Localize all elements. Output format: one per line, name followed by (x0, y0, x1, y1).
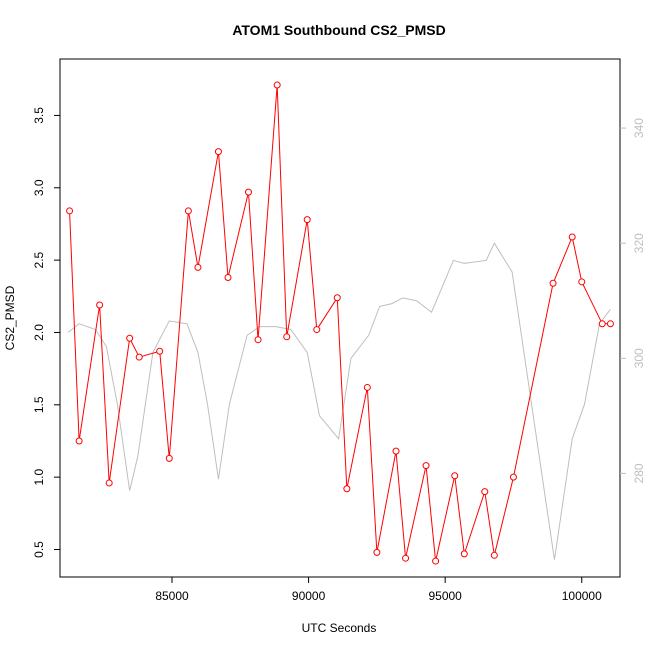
y-tick-label: 1.5 (32, 396, 46, 413)
y-tick-label: 2.5 (32, 251, 46, 268)
left-axis-series-point (549, 279, 557, 287)
left-axis-series-point (373, 548, 381, 556)
x-axis-label: UTC Seconds (302, 621, 377, 635)
left-axis-series-point (606, 320, 614, 328)
y2-tick-label: 320 (632, 233, 646, 253)
y-axis-label: CS2_PMSD (3, 285, 17, 350)
left-axis-series-point (578, 278, 586, 286)
left-axis-series-point (481, 488, 489, 496)
left-axis-series-point (75, 437, 83, 445)
left-axis-series-point (184, 207, 192, 215)
left-axis-series-point (135, 353, 143, 361)
left-axis-series-point (303, 216, 311, 224)
series-layer (66, 81, 614, 565)
left-axis-series-point (105, 479, 113, 487)
left-axis-series-point (254, 336, 262, 344)
left-axis-series-point (96, 301, 104, 309)
left-axis-series-point (333, 294, 341, 302)
left-axis-series-point (156, 347, 164, 355)
left-axis-series-point (313, 326, 321, 334)
x-tick-label: 100000 (562, 589, 602, 603)
left-axis-series-point (363, 383, 371, 391)
left-axis-series-point (224, 273, 232, 281)
y2-tick-label: 340 (632, 118, 646, 138)
y-tick-label: 3.0 (32, 179, 46, 196)
x-axis: 85000 90000 95000 100000 (155, 577, 602, 603)
right-axis-series-line (67, 242, 611, 560)
left-axis-series-point (451, 472, 459, 480)
y-axis-right: 280 300 320 340 (620, 118, 646, 483)
left-axis-series-point (598, 320, 606, 328)
left-axis-series-point (422, 462, 430, 470)
left-axis-series-point (343, 485, 351, 493)
y-tick-label: 0.5 (32, 541, 46, 558)
left-axis-series-point (194, 263, 202, 271)
left-axis-series-point (214, 148, 222, 156)
left-axis-series-point (392, 447, 400, 455)
left-axis-series-line (69, 85, 611, 562)
x-tick-label: 95000 (428, 589, 462, 603)
left-axis-series-point (66, 207, 74, 215)
left-axis-series-point (126, 334, 134, 342)
left-axis-series-point (432, 557, 440, 565)
chart-title: ATOM1 Southbound CS2_PMSD (232, 22, 445, 38)
y-tick-label: 3.5 (32, 107, 46, 124)
y2-tick-label: 300 (632, 348, 646, 368)
left-axis-series-point (490, 551, 498, 559)
x-tick-label: 90000 (292, 589, 326, 603)
x-tick-label: 85000 (155, 589, 189, 603)
y-tick-label: 2.0 (32, 324, 46, 341)
left-axis-series-point (165, 454, 173, 462)
y-axis-left: 0.5 1.0 1.5 2.0 2.5 3.0 3.5 (32, 107, 60, 558)
y2-tick-label: 280 (632, 463, 646, 483)
left-axis-series-point (402, 554, 410, 562)
left-axis-series-point (273, 81, 281, 89)
left-axis-series-point (283, 333, 291, 341)
left-axis-series-point (460, 550, 468, 558)
left-axis-series-point (244, 188, 252, 196)
y-tick-label: 1.0 (32, 468, 46, 485)
left-axis-series-point (568, 233, 576, 241)
plot-frame (59, 58, 621, 578)
left-axis-series-point (509, 473, 517, 481)
